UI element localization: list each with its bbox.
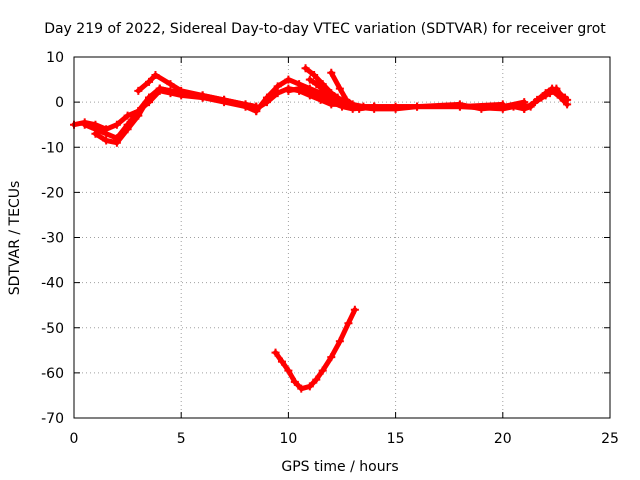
x-tick-label: 5 xyxy=(177,431,186,447)
data-point-marker xyxy=(558,93,567,102)
data-point-marker xyxy=(198,91,207,100)
data-point-marker xyxy=(297,384,306,393)
x-tick-label: 20 xyxy=(494,431,512,447)
x-tick-label: 15 xyxy=(387,431,405,447)
data-point-marker xyxy=(563,95,572,104)
data-point-marker xyxy=(284,75,293,84)
data-point-marker xyxy=(520,98,529,107)
x-tick-label: 10 xyxy=(279,431,297,447)
data-series xyxy=(70,64,572,393)
data-point-marker xyxy=(305,86,314,95)
data-point-marker xyxy=(277,357,286,366)
data-point-marker xyxy=(80,120,89,129)
data-point-marker xyxy=(112,120,121,129)
data-point-marker xyxy=(145,93,154,102)
data-point-marker xyxy=(370,102,379,111)
data-point-marker xyxy=(322,89,331,98)
series-points-track-13 xyxy=(537,84,572,104)
data-point-marker xyxy=(102,136,111,145)
data-point-marker xyxy=(338,102,346,111)
data-point-marker xyxy=(262,93,271,102)
data-point-marker xyxy=(335,84,344,93)
y-tick-label: -30 xyxy=(41,231,64,247)
y-tick-label: -10 xyxy=(41,140,64,156)
x-tick-label: 0 xyxy=(70,431,79,447)
data-point-marker xyxy=(509,102,518,111)
data-point-marker xyxy=(348,100,357,109)
data-point-marker xyxy=(155,84,164,93)
data-point-marker xyxy=(327,353,336,362)
data-point-marker xyxy=(295,84,304,93)
data-point-marker xyxy=(220,95,229,104)
data-point-marker xyxy=(530,98,539,107)
data-point-marker xyxy=(134,86,143,95)
y-tick-label: 10 xyxy=(46,50,64,66)
data-point-marker xyxy=(359,102,368,111)
y-tick-label: -20 xyxy=(41,185,64,201)
y-axis-title: SDTVAR / TECUs xyxy=(7,181,23,296)
data-point-marker xyxy=(145,77,154,86)
data-point-marker xyxy=(333,98,342,107)
data-point-marker xyxy=(344,319,353,328)
data-point-marker xyxy=(350,305,359,314)
data-point-marker xyxy=(342,95,351,104)
x-tick-label: 25 xyxy=(601,431,619,447)
data-point-marker xyxy=(112,138,121,147)
data-point-marker xyxy=(537,93,546,102)
data-point-marker xyxy=(271,348,280,357)
data-point-marker xyxy=(552,84,561,93)
data-point-marker xyxy=(284,366,293,375)
data-point-marker xyxy=(310,71,319,80)
data-point-marker xyxy=(166,80,175,89)
y-tick-label: 0 xyxy=(55,95,64,111)
series-line-dip-track xyxy=(273,307,358,392)
data-point-marker xyxy=(327,68,336,77)
y-tick-label: -60 xyxy=(41,366,64,382)
data-point-marker xyxy=(91,129,100,138)
y-tick-label: -70 xyxy=(41,411,64,427)
data-point-marker xyxy=(301,64,310,73)
data-point-marker xyxy=(312,80,321,89)
data-point-marker xyxy=(151,71,160,80)
data-point-marker xyxy=(241,100,250,109)
y-tick-label: -50 xyxy=(41,321,64,337)
series-points-dip-track xyxy=(271,305,359,393)
data-point-marker xyxy=(545,89,554,98)
data-point-marker xyxy=(520,104,529,113)
series-points-track-10 xyxy=(327,68,379,111)
chart-title: Day 219 of 2022, Sidereal Day-to-day VTE… xyxy=(44,21,606,37)
data-point-marker xyxy=(305,382,314,391)
data-point-marker xyxy=(413,102,422,111)
data-point-marker xyxy=(290,377,299,386)
series-points-track-9 xyxy=(305,75,342,107)
data-point-marker xyxy=(166,86,175,95)
data-point-marker xyxy=(134,111,143,120)
data-point-marker xyxy=(102,129,111,138)
data-point-marker xyxy=(273,89,282,98)
data-point-marker xyxy=(335,337,344,346)
data-point-marker xyxy=(284,86,293,95)
data-point-marker xyxy=(305,75,314,84)
data-point-marker xyxy=(312,375,321,384)
data-point-marker xyxy=(252,107,261,116)
data-point-marker xyxy=(318,366,327,375)
series-line-track-9 xyxy=(307,77,341,105)
y-tick-label: -40 xyxy=(41,276,64,292)
data-point-marker xyxy=(455,102,464,111)
data-point-marker xyxy=(123,125,132,134)
data-point-marker xyxy=(273,82,282,91)
data-point-marker xyxy=(316,91,325,100)
data-point-marker xyxy=(123,111,132,120)
axis-ticks: 0 5 10 15 20 25 10 0 -10 -20 -30 -40 -50 -60 -70 xyxy=(41,50,619,447)
x-axis-title: GPS time / hours xyxy=(281,459,398,475)
data-point-marker xyxy=(498,100,507,109)
data-point-marker xyxy=(177,86,186,95)
